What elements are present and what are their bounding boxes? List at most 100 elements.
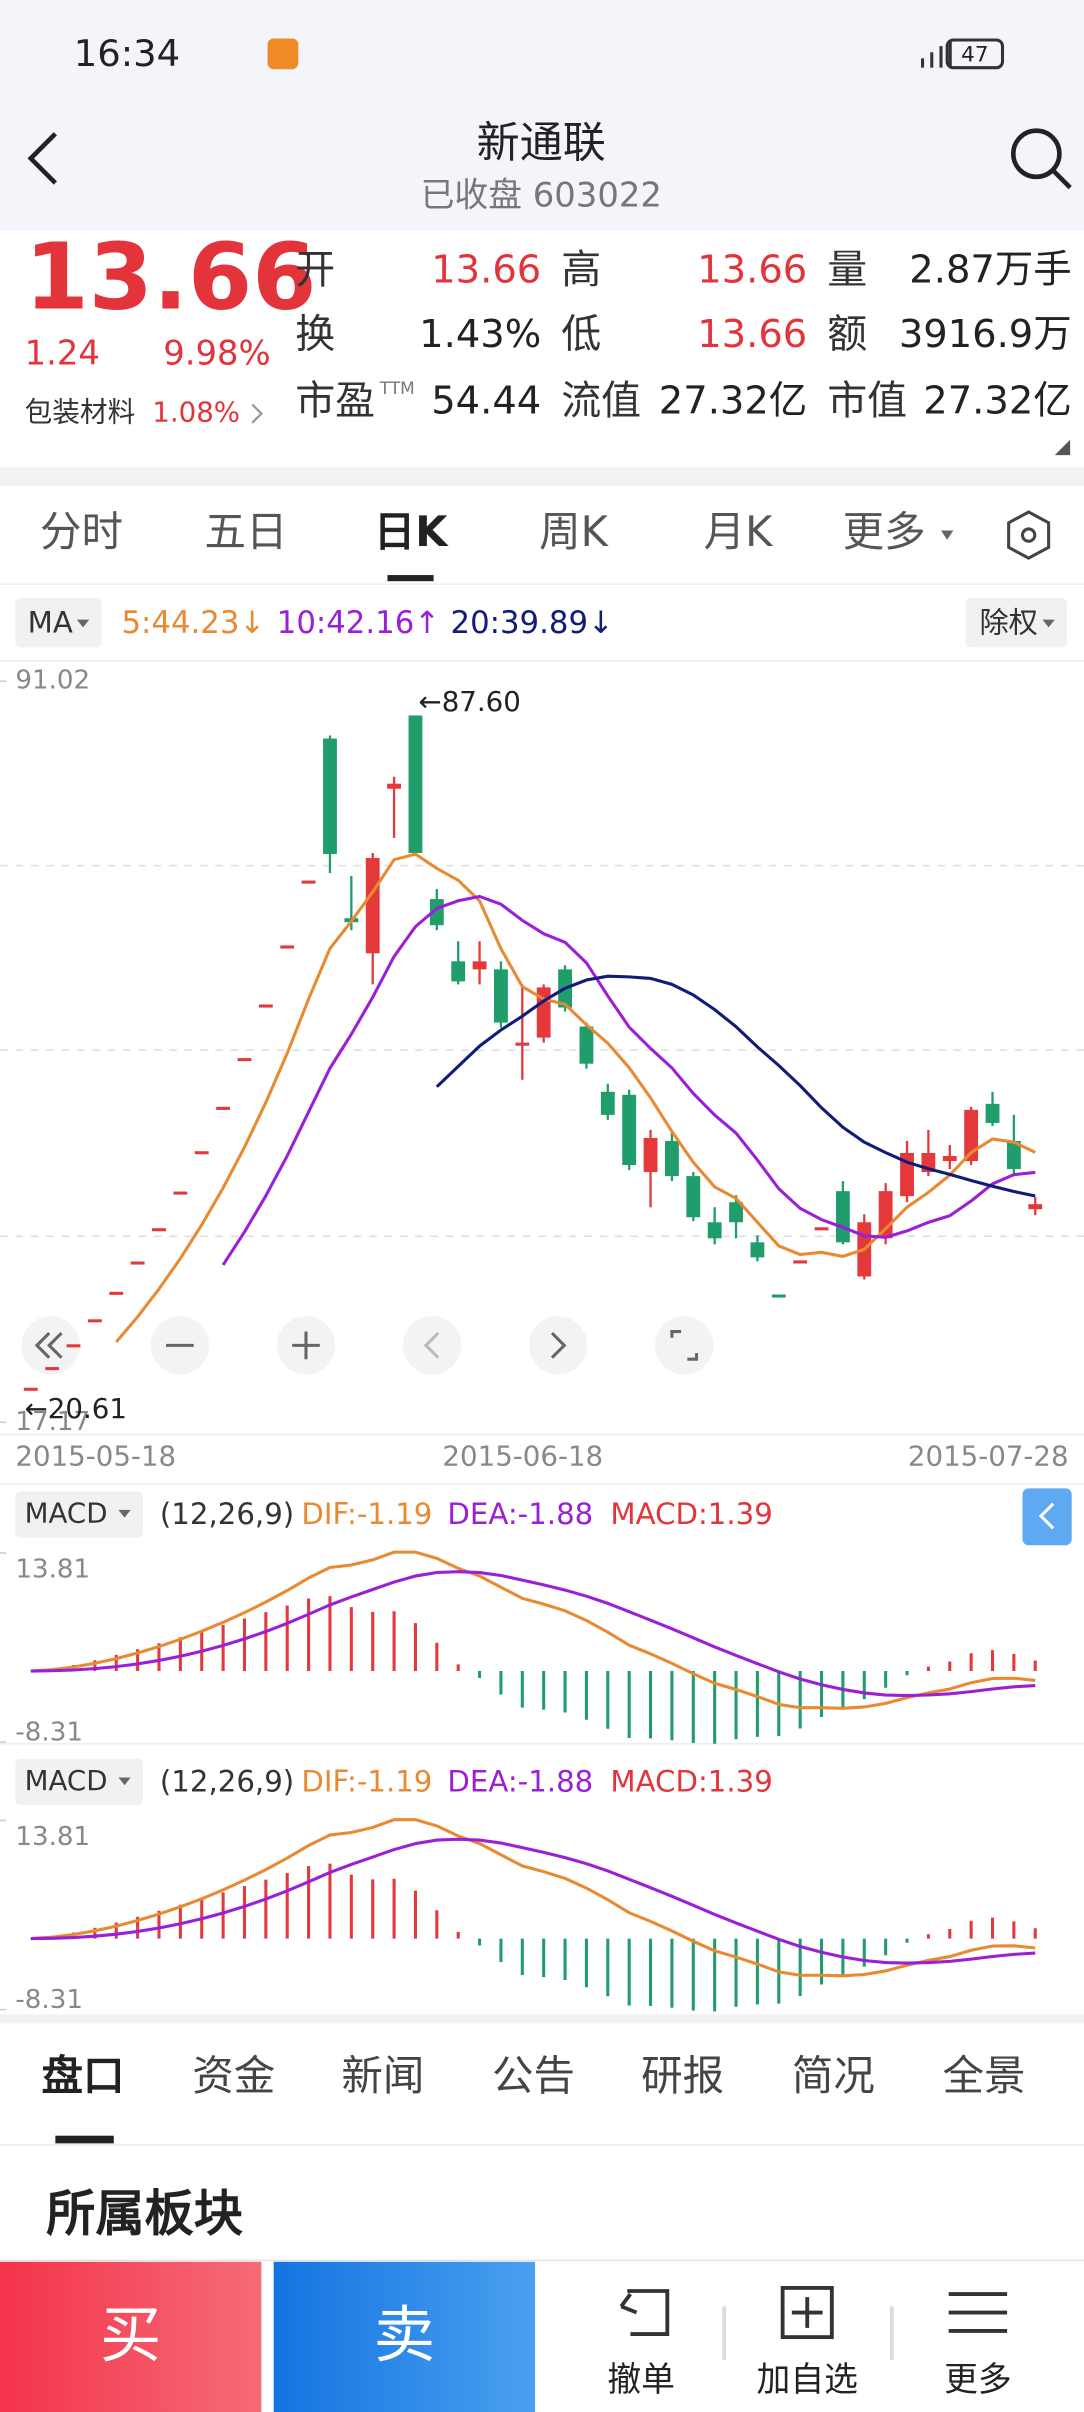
candle-body	[301, 880, 316, 884]
macd-selector[interactable]	[15, 1491, 143, 1538]
candle-body	[643, 1137, 658, 1173]
candle-body	[771, 1294, 786, 1298]
ma10-line	[221, 894, 1036, 1266]
tab-underline	[387, 575, 434, 582]
candle-body	[600, 1091, 615, 1115]
dea-value: DEA:-1.88	[447, 1765, 593, 1799]
tab-underline	[55, 2135, 114, 2144]
candle-body	[173, 1191, 188, 1195]
action-icons	[619, 2285, 1008, 2361]
candle-body	[579, 1026, 594, 1064]
last-price: 13.66	[25, 222, 317, 330]
search-button[interactable]	[1010, 128, 1072, 190]
sell-button[interactable]	[273, 2261, 536, 2412]
dif-value: DIF:-1.19	[301, 1765, 432, 1799]
candle-body	[365, 857, 380, 954]
sector-arrow	[251, 403, 264, 424]
candle-body	[280, 945, 295, 949]
sector-pct: 1.08%	[152, 396, 240, 429]
stat-label: 市值	[827, 378, 907, 424]
dif-line	[30, 1550, 1036, 1710]
settings-dot	[1020, 527, 1037, 543]
candle-body	[87, 1319, 102, 1323]
info-tab[interactable]: 资金	[192, 2051, 275, 2100]
info-tab[interactable]: 公告	[492, 2051, 575, 2100]
sell-label: 卖	[374, 2299, 436, 2371]
adjust-label: 除权	[979, 605, 1037, 639]
settings-button[interactable]	[1007, 510, 1051, 560]
stat-label-sup: TTM	[379, 378, 415, 398]
low-annotation: ←20.61	[25, 1392, 127, 1425]
y-tick-label: 13.81	[15, 1822, 90, 1852]
macd-selector[interactable]	[15, 1758, 143, 1806]
info-tab[interactable]: 新闻	[341, 2051, 424, 2100]
candle-body	[729, 1202, 743, 1223]
collapse-button[interactable]	[1022, 1488, 1072, 1546]
collapse-icon	[1038, 1502, 1055, 1530]
candle-body	[1028, 1204, 1043, 1210]
ma-selector[interactable]	[15, 598, 102, 648]
more-label: 更多	[944, 2360, 1012, 2399]
back-button[interactable]	[27, 132, 57, 185]
chart-tab[interactable]: 更多	[843, 507, 926, 556]
candle-body	[707, 1222, 722, 1239]
candle-body	[622, 1094, 637, 1166]
stat-label: 低	[561, 312, 601, 358]
info-tab[interactable]: 盘口	[42, 2051, 125, 2100]
indicator-name: MACD	[25, 1497, 108, 1530]
chart-tab[interactable]: 分时	[40, 507, 123, 556]
indicator-params: (12,26,9)	[160, 1765, 294, 1799]
chart-tab[interactable]: 周K	[539, 507, 610, 556]
candle-body	[237, 1058, 252, 1062]
zoom-icons	[34, 1330, 699, 1361]
zoom-controls[interactable]	[21, 1316, 714, 1375]
chart-tab[interactable]: 月K	[704, 507, 775, 556]
ma5-line	[115, 852, 1036, 1344]
y-tick-label: 17.17	[15, 1407, 90, 1437]
info-tab[interactable]: 研报	[641, 2051, 724, 2100]
stat-value: 27.32亿	[923, 378, 1071, 423]
dea-line	[30, 1570, 1036, 1698]
candle-body	[451, 961, 466, 982]
info-tab[interactable]: 简况	[792, 2051, 875, 2100]
candle-body	[194, 1151, 209, 1155]
info-tab[interactable]: 全景	[943, 2051, 1026, 2100]
cancel-label: 撤单	[607, 2360, 675, 2399]
stat-value: 3916.9万	[899, 312, 1072, 357]
grid	[0, 864, 1084, 1237]
candle-body	[750, 1242, 765, 1258]
stat-label: 开	[295, 247, 335, 293]
ma-label: MA	[28, 605, 73, 639]
separator	[0, 467, 1084, 486]
candle-body	[258, 1004, 273, 1008]
adjust-selector[interactable]	[965, 598, 1068, 648]
sector-name: 包装材料	[25, 396, 136, 429]
stat-value: 13.66	[697, 312, 807, 357]
chart-tab[interactable]: 五日	[205, 507, 288, 556]
section-title: 所属板块	[46, 2185, 244, 2243]
chart-tab[interactable]: 日K	[374, 507, 450, 556]
indicator-params: (12,26,9)	[160, 1497, 294, 1531]
dropdown-arrow	[941, 530, 954, 540]
stat-label: 量	[827, 247, 867, 293]
high-annotation: ←87.60	[419, 685, 521, 718]
candle-body	[665, 1140, 679, 1177]
candle-body	[942, 1156, 957, 1162]
ma20-value: 20:39.89↓	[451, 605, 614, 641]
macd-value: MACD:1.39	[610, 1765, 772, 1799]
x-tick-label: 2015-07-28	[908, 1440, 1069, 1473]
price-change: 1.24	[25, 334, 100, 373]
dif-value: DIF:-1.19	[301, 1497, 432, 1531]
separator	[0, 2014, 1084, 2024]
status-time: 16:34	[74, 32, 180, 75]
status-icons	[267, 38, 1005, 70]
candle-body	[985, 1103, 1000, 1123]
candle-body	[23, 1387, 38, 1391]
buy-button[interactable]	[0, 2261, 262, 2412]
candle-body	[835, 1191, 850, 1243]
candle-body	[152, 1228, 166, 1232]
candle-body	[323, 738, 337, 854]
macd-value: MACD:1.39	[610, 1497, 772, 1531]
candle-body	[814, 1227, 829, 1231]
